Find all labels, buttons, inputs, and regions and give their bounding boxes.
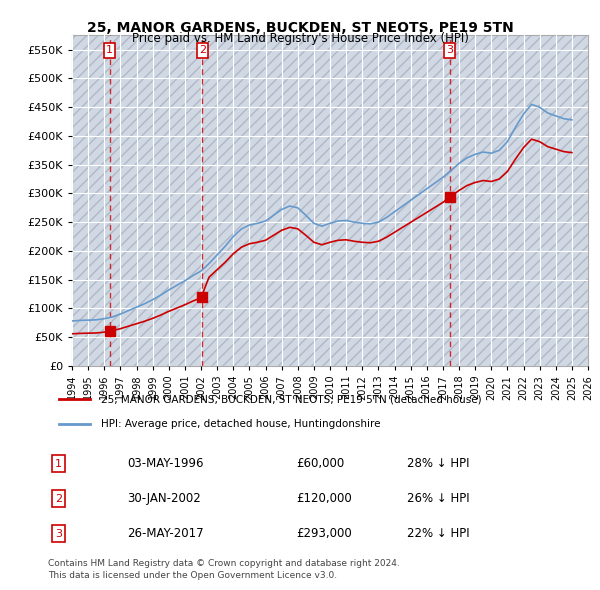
Text: 30-JAN-2002: 30-JAN-2002	[127, 492, 201, 505]
Bar	[72, 35, 588, 366]
Text: 1: 1	[55, 459, 62, 468]
Text: Contains HM Land Registry data © Crown copyright and database right 2024.: Contains HM Land Registry data © Crown c…	[48, 559, 400, 568]
Text: 26% ↓ HPI: 26% ↓ HPI	[407, 492, 470, 505]
Text: This data is licensed under the Open Government Licence v3.0.: This data is licensed under the Open Gov…	[48, 571, 337, 580]
Text: 03-MAY-1996: 03-MAY-1996	[127, 457, 204, 470]
Text: 25, MANOR GARDENS, BUCKDEN, ST NEOTS, PE19 5TN (detached house): 25, MANOR GARDENS, BUCKDEN, ST NEOTS, PE…	[101, 394, 481, 404]
Text: 22% ↓ HPI: 22% ↓ HPI	[407, 527, 470, 540]
Text: HPI: Average price, detached house, Huntingdonshire: HPI: Average price, detached house, Hunt…	[101, 419, 380, 429]
Text: Price paid vs. HM Land Registry's House Price Index (HPI): Price paid vs. HM Land Registry's House …	[131, 32, 469, 45]
Text: 2: 2	[199, 45, 206, 55]
Text: 26-MAY-2017: 26-MAY-2017	[127, 527, 204, 540]
Text: 1: 1	[106, 45, 113, 55]
Text: 28% ↓ HPI: 28% ↓ HPI	[407, 457, 470, 470]
Text: £60,000: £60,000	[296, 457, 344, 470]
Text: £293,000: £293,000	[296, 527, 352, 540]
Text: 3: 3	[55, 529, 62, 539]
Text: £120,000: £120,000	[296, 492, 352, 505]
Text: 2: 2	[55, 494, 62, 504]
Text: 3: 3	[446, 45, 453, 55]
Text: 25, MANOR GARDENS, BUCKDEN, ST NEOTS, PE19 5TN: 25, MANOR GARDENS, BUCKDEN, ST NEOTS, PE…	[86, 21, 514, 35]
